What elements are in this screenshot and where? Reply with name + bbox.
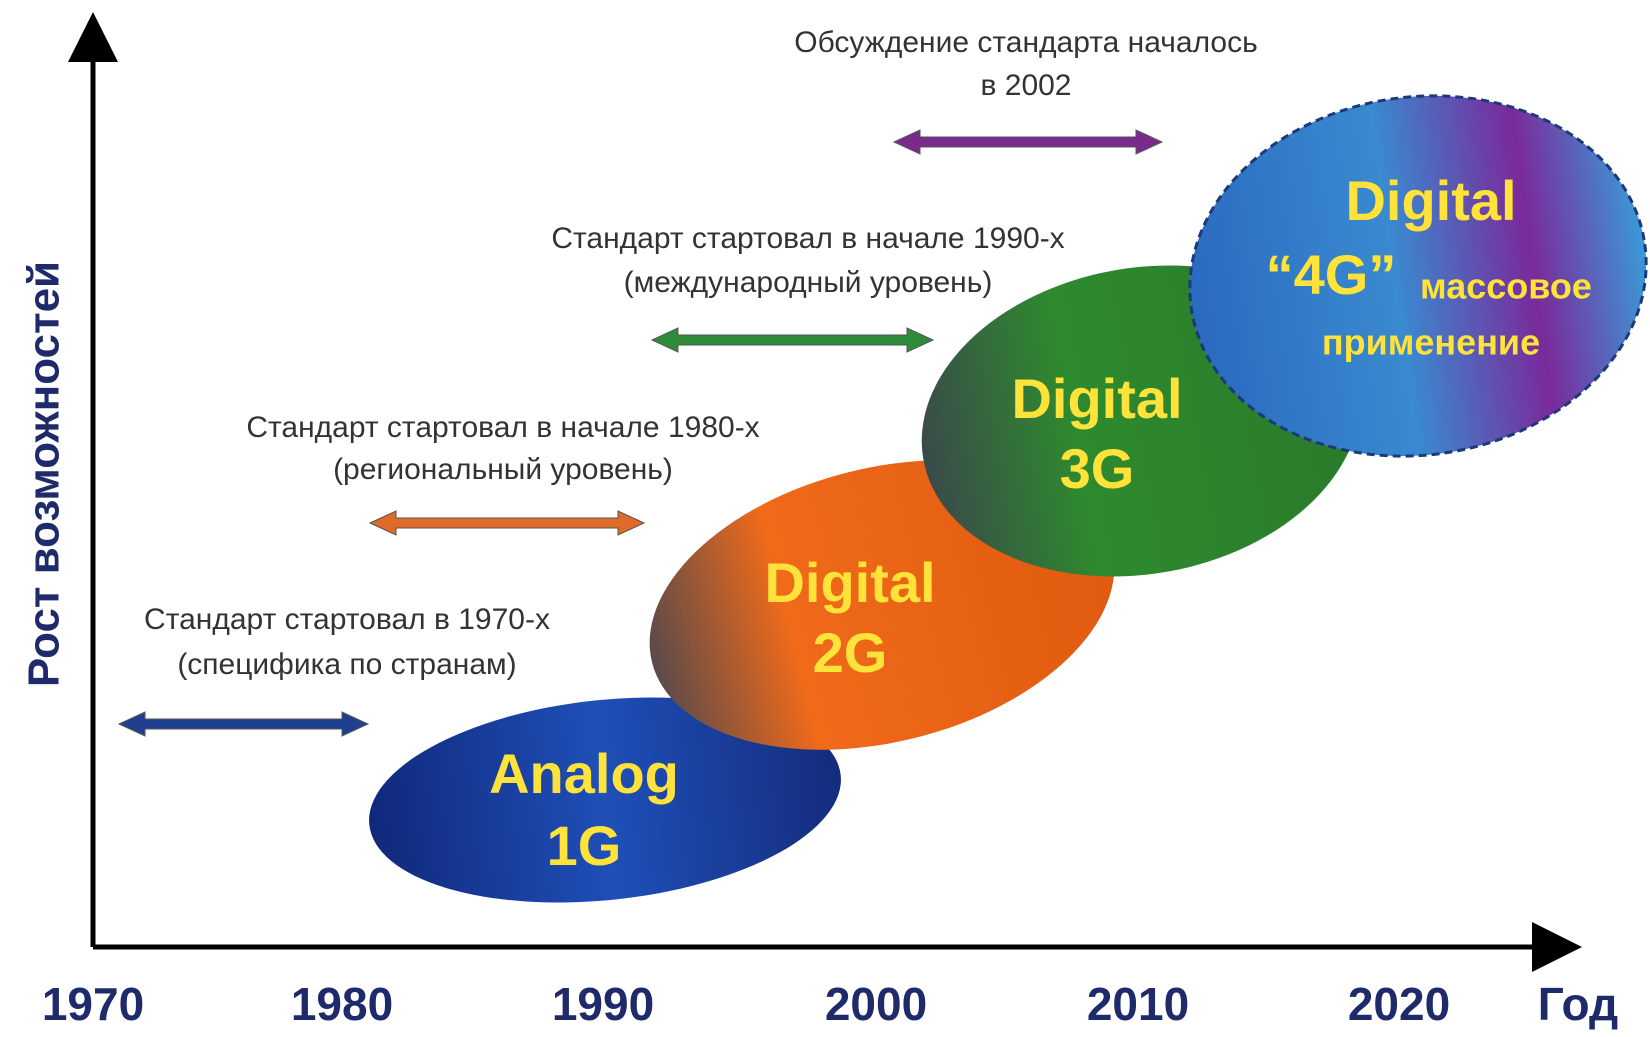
x-axis-label: Год bbox=[1538, 978, 1618, 1030]
generation-ellipse bbox=[369, 697, 841, 903]
annotation-line: Стандарт стартовал в начале 1980-х bbox=[246, 411, 759, 444]
tick-label: 1970 bbox=[42, 978, 144, 1030]
axes: Рост возможностей Год bbox=[20, 12, 1618, 1030]
annotation-line: (региональный уровень) bbox=[333, 453, 673, 486]
double-arrow bbox=[892, 129, 1164, 155]
annotation-line: Стандарт стартовал в 1970-х bbox=[144, 603, 550, 636]
annotation-line: (международный уровень) bbox=[624, 266, 993, 299]
annotation-line: в 2002 bbox=[980, 69, 1071, 102]
generation-label: 2G bbox=[813, 621, 888, 684]
double-arrow bbox=[368, 510, 646, 536]
annotation-line: Стандарт стартовал в начале 1990-х bbox=[551, 222, 1064, 255]
tick-label: 2020 bbox=[1348, 978, 1450, 1030]
y-axis-label: Рост возможностей bbox=[20, 261, 69, 687]
generation-label: Digital bbox=[764, 551, 935, 614]
annotation-line: Обсуждение стандарта началось bbox=[794, 26, 1257, 59]
generation-label: 3G bbox=[1060, 437, 1135, 500]
tick-label: 1980 bbox=[291, 978, 393, 1030]
period-arrows bbox=[117, 129, 1164, 737]
generations: Analog 1G Digital 2G Digital 3G Digital “4G” мас… bbox=[369, 94, 1648, 903]
tick-label: 2000 bbox=[825, 978, 927, 1030]
annotations: Стандарт стартовал в 1970-х (специфика по… bbox=[144, 26, 1258, 681]
generation-label: Digital bbox=[1011, 367, 1182, 430]
double-arrow bbox=[650, 327, 935, 353]
double-arrow bbox=[117, 711, 370, 737]
generation-ellipse bbox=[1188, 94, 1648, 458]
generation-label: Analog bbox=[489, 742, 679, 805]
tick-label: 1990 bbox=[552, 978, 654, 1030]
generation-label: “4G” bbox=[1266, 243, 1397, 306]
generation-label: массовое bbox=[1420, 266, 1592, 307]
x-ticks: 1970 1980 1990 2000 2010 2020 bbox=[42, 978, 1450, 1030]
generation-label: Digital bbox=[1345, 169, 1516, 232]
generation-label: 1G bbox=[547, 814, 622, 877]
annotation-line: (специфика по странам) bbox=[177, 648, 516, 681]
tick-label: 2010 bbox=[1087, 978, 1189, 1030]
generation-label: применение bbox=[1322, 322, 1540, 363]
